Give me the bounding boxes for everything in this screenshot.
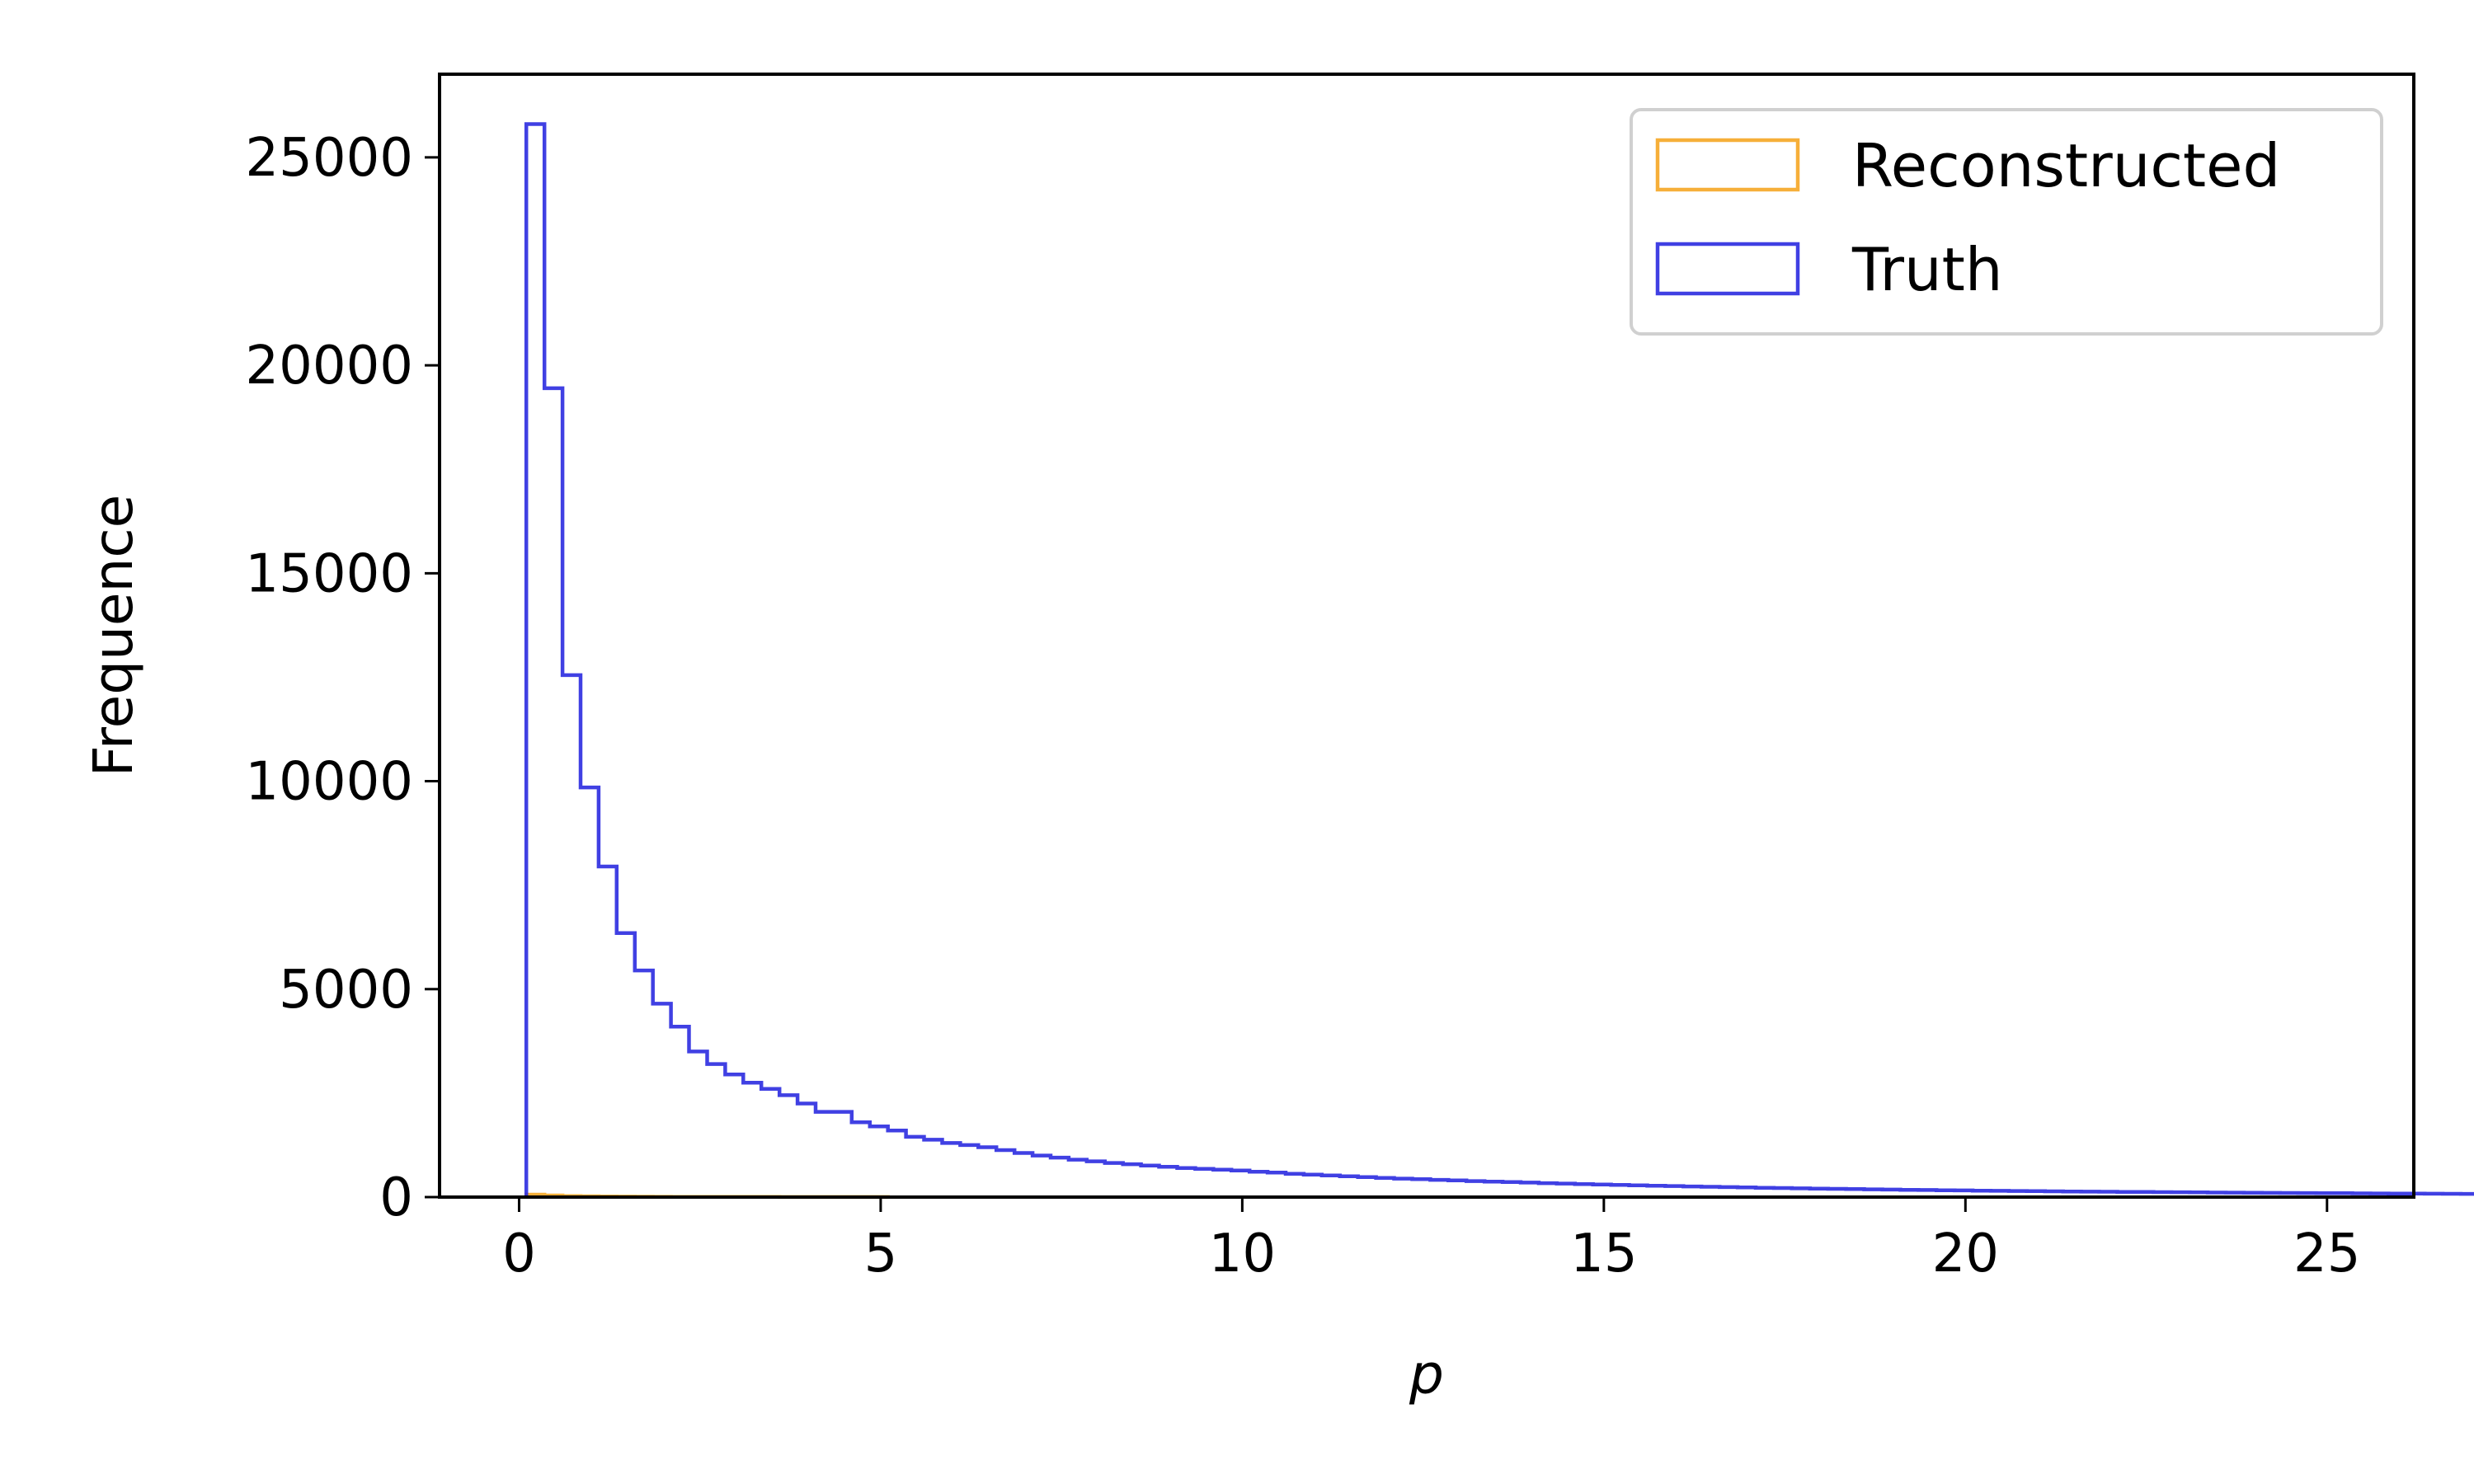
x-tick-label: 15: [1570, 1223, 1637, 1284]
legend: Reconstructed Truth: [1630, 108, 2383, 336]
x-axis: 0 5 10 15 20 25: [502, 1197, 2360, 1284]
y-tick-label: 25000: [245, 128, 413, 189]
y-tick-label: 20000: [245, 336, 413, 397]
y-axis-label: Frequence: [82, 495, 145, 777]
x-tick-label: 20: [1932, 1223, 1999, 1284]
x-tick-label: 0: [502, 1223, 536, 1284]
x-tick-label: 25: [2293, 1223, 2360, 1284]
y-axis: 0 5000 10000 15000 20000 25000: [245, 128, 440, 1228]
legend-swatch-reconstructed: [1655, 138, 1800, 192]
legend-swatch-truth: [1655, 242, 1800, 296]
series-truth-step: [524, 122, 2474, 1197]
legend-label-truth: Truth: [1851, 235, 2003, 304]
legend-label-reconstructed: Reconstructed: [1852, 131, 2280, 200]
y-tick-label: 10000: [245, 752, 413, 813]
legend-box: [1630, 108, 2383, 336]
y-tick-label: 15000: [245, 543, 413, 604]
x-tick-label: 5: [864, 1223, 898, 1284]
plot-frame: [438, 73, 2415, 1199]
y-tick-label: 0: [379, 1167, 413, 1228]
x-axis-label: p: [1409, 1343, 1444, 1407]
x-tick-label: 10: [1209, 1223, 1276, 1284]
y-tick-label: 5000: [279, 960, 413, 1021]
